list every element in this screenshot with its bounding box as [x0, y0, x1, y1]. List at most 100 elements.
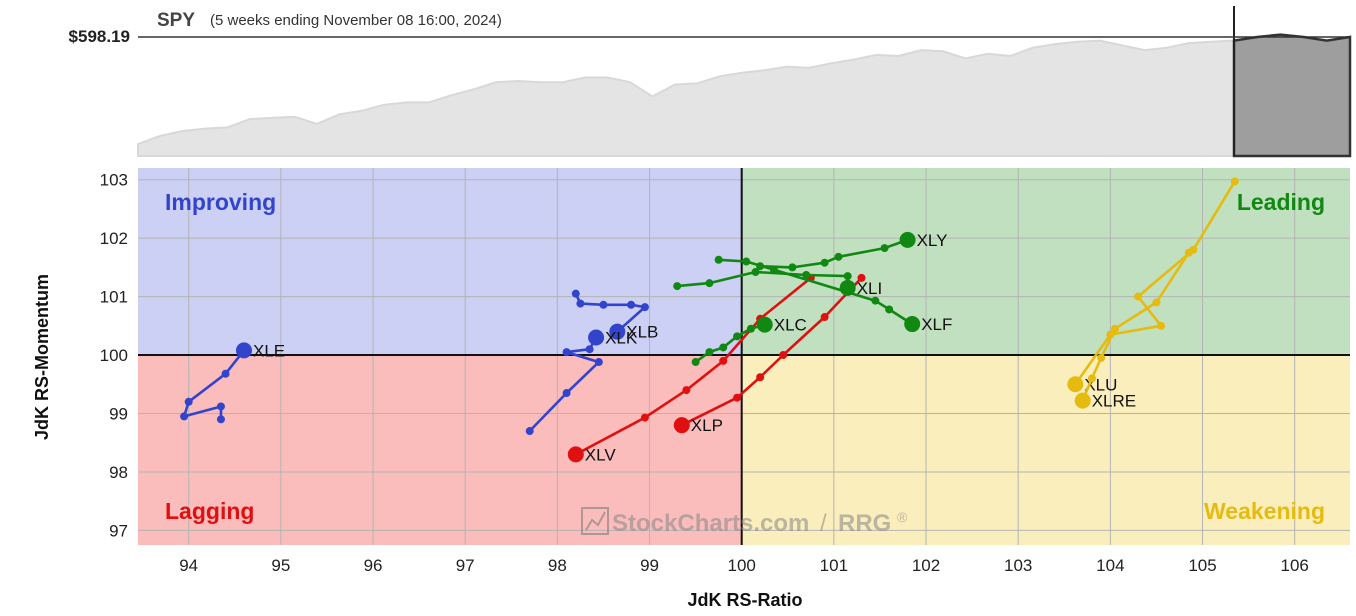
trail-point-xly-0: [756, 262, 765, 271]
trail-point-xlp-4: [733, 393, 742, 402]
trail-point-xle-0: [216, 415, 225, 424]
spy-symbol: SPY: [157, 10, 195, 31]
trail-point-xlb-3: [627, 300, 636, 309]
leading-quadrant: [741, 168, 1350, 356]
trail-label-xlc: XLC: [774, 316, 807, 335]
trail-point-xlp-0: [857, 273, 866, 282]
trail-head-xlu: [1067, 376, 1084, 393]
x-tick-98: 98: [548, 556, 567, 575]
trail-point-xlre-0: [1184, 248, 1193, 257]
y-tick-98: 98: [109, 463, 128, 482]
trail-line-xlre: [1081, 252, 1190, 402]
y-tick-101: 101: [100, 288, 128, 307]
trail-point-xlb-0: [571, 289, 580, 298]
trail-head-xlc: [756, 316, 773, 333]
trail-xlre: XLRE: [1074, 248, 1193, 411]
trail-point-xlre-4: [1087, 374, 1096, 383]
trail-point-xlk-1: [562, 389, 571, 398]
trail-point-xlc-0: [691, 358, 700, 367]
trail-point-xle-2: [180, 412, 189, 421]
lagging-quadrant: [138, 355, 742, 545]
x-tick-104: 104: [1096, 556, 1124, 575]
spy-price-area: [137, 39, 1235, 157]
trail-point-xlp-2: [779, 351, 788, 360]
x-tick-102: 102: [912, 556, 940, 575]
x-tick-94: 94: [179, 556, 198, 575]
trail-point-xlk-4: [585, 345, 594, 354]
stockcharts-logo-icon-bars: [585, 511, 606, 531]
trail-point-xlc-2: [719, 343, 728, 352]
trail-label-xlk: XLK: [605, 329, 638, 348]
trail-head-xlk: [588, 329, 605, 346]
trail-xlk: XLK: [525, 329, 638, 436]
trail-point-xlc-1: [705, 348, 714, 357]
trail-point-xlre-3: [1097, 353, 1106, 362]
trail-point-xlc-3: [733, 332, 742, 341]
trail-point-xlf-3: [871, 296, 880, 305]
trail-point-xlre-2: [1110, 324, 1119, 333]
trail-point-xly-1: [788, 263, 797, 272]
trail-point-xlre-1: [1152, 298, 1161, 307]
watermark-product: RRG: [838, 510, 891, 537]
trail-label-xly: XLY: [917, 231, 948, 250]
trail-label-xlf: XLF: [921, 315, 952, 334]
y-tick-103: 103: [100, 171, 128, 190]
improving-quadrant: [138, 168, 742, 356]
trail-label-xli: XLI: [857, 279, 883, 298]
trail-point-xly-2: [820, 258, 829, 267]
quadrant-label-improving: Improving: [165, 189, 276, 215]
trail-line-xlu: [1074, 180, 1236, 386]
y-tick-100: 100: [100, 346, 128, 365]
stockcharts-logo-icon: [581, 507, 609, 535]
trail-point-xly-4: [880, 244, 889, 253]
trail-point-xlu-0: [1230, 177, 1239, 186]
trail-point-xlk-3: [562, 348, 571, 357]
trail-label-xlb: XLB: [626, 323, 658, 342]
x-tick-99: 99: [640, 556, 659, 575]
quadrant-label-weakening: Weakening: [1204, 498, 1325, 524]
trail-point-xlu-2: [1134, 292, 1143, 301]
x-tick-97: 97: [456, 556, 475, 575]
trail-point-xlu-3: [1157, 321, 1166, 330]
spy-recent-area: [1232, 33, 1352, 158]
trail-point-xlv-2: [719, 356, 728, 365]
y-tick-99: 99: [109, 404, 128, 423]
trail-point-xle-4: [221, 369, 230, 378]
watermark-separator: /: [820, 510, 827, 537]
trail-point-xlk-0: [525, 427, 534, 436]
trail-point-xle-3: [184, 397, 193, 406]
quadrant-label-lagging: Lagging: [165, 498, 254, 524]
x-tick-100: 100: [728, 556, 756, 575]
trail-point-xle-1: [216, 402, 225, 411]
trail-head-xlre: [1074, 392, 1091, 409]
x-tick-103: 103: [1004, 556, 1032, 575]
trail-point-xlv-4: [640, 413, 649, 422]
trail-line-xly: [760, 238, 909, 269]
trail-point-xlp-3: [756, 373, 765, 382]
rrg-panel: Improving Leading Lagging Weakening Stoc…: [32, 168, 1350, 610]
trail-head-xlf: [904, 316, 921, 333]
trail-xlp: XLP: [673, 273, 866, 435]
x-tick-105: 105: [1188, 556, 1216, 575]
trail-xlb: XLB: [571, 289, 658, 342]
trail-point-xli-2: [751, 268, 760, 277]
trail-line-xlf: [718, 258, 913, 326]
watermark-registered: ®: [897, 509, 908, 525]
trail-label-xlp: XLP: [691, 416, 723, 435]
x-axis-ticks: 94 95 96 97 98 99 100 101 102 103 104 105 106: [179, 556, 1309, 575]
trail-xlc: XLC: [691, 316, 807, 367]
trail-point-xlf-4: [885, 305, 894, 314]
trail-point-xlf-1: [742, 257, 751, 266]
trail-xlf: XLF: [714, 255, 952, 334]
quadrant-label-leading: Leading: [1237, 189, 1325, 215]
trail-point-xlf-0: [714, 255, 723, 264]
x-tick-96: 96: [364, 556, 383, 575]
watermark-brand: StockCharts.com: [612, 510, 809, 537]
trail-point-xli-3: [802, 270, 811, 279]
x-tick-101: 101: [820, 556, 848, 575]
trail-point-xlp-1: [820, 313, 829, 322]
x-tick-95: 95: [271, 556, 290, 575]
y-axis-ticks: 97 98 99 100 101 102 103: [100, 171, 128, 541]
